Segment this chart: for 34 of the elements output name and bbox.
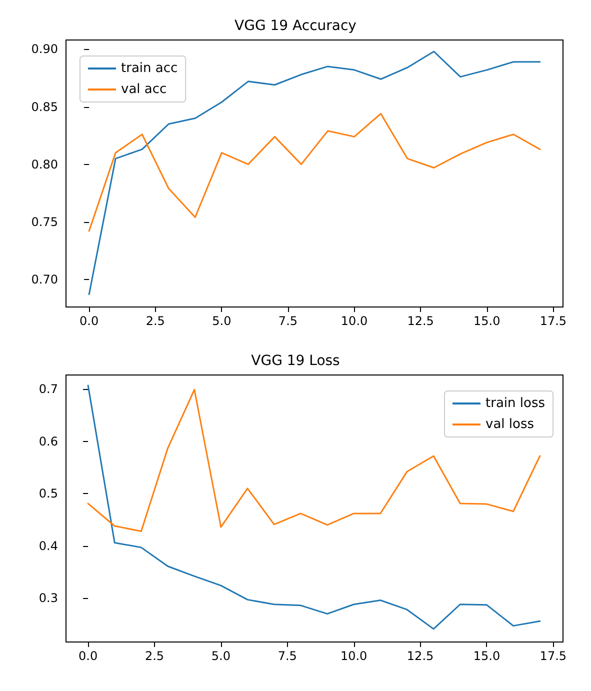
y-tick-label: 0.75 (31, 214, 58, 229)
y-tick-label: 0.6 (38, 434, 58, 448)
x-tick-label: 15.0 (474, 314, 500, 328)
x-tick-label: 0.0 (80, 314, 99, 328)
line-series (88, 112, 541, 232)
y-tick-label: 0.4 (38, 538, 58, 553)
x-tick-label: 2.5 (146, 314, 165, 328)
y-tick-label: 0.5 (38, 486, 58, 501)
x-tick-label: 2.5 (144, 649, 164, 663)
x-tick-label: 10.0 (340, 314, 368, 328)
legend-label: train acc (121, 61, 178, 76)
y-tick-label: 0.3 (38, 591, 58, 606)
x-tick-label: 15.0 (473, 649, 500, 663)
legend-label: val acc (121, 82, 167, 97)
x-tick-label: 12.5 (406, 649, 434, 663)
y-tick-label: 0.80 (31, 157, 58, 172)
legend-label: val loss (485, 417, 534, 432)
x-tick-label: 0.0 (78, 649, 98, 663)
line-series (88, 50, 541, 296)
y-tick-label: 0.85 (31, 100, 58, 114)
x-tick-label: 17.5 (540, 314, 567, 328)
chart-title: VGG 19 Accuracy (234, 18, 356, 34)
x-tick-label: 5.0 (212, 314, 232, 328)
x-tick-label: 17.5 (540, 649, 567, 663)
x-tick-label: 7.5 (278, 314, 298, 328)
y-tick-label: 0.70 (31, 272, 58, 286)
x-tick-label: 10.0 (340, 649, 368, 663)
y-tick-label: 0.7 (38, 382, 58, 396)
legend-label: train loss (485, 396, 546, 411)
x-tick-label: 12.5 (407, 314, 434, 328)
chart-title: VGG 19 Loss (251, 353, 340, 369)
x-tick-label: 7.5 (278, 649, 297, 663)
y-tick-label: 0.90 (31, 42, 58, 56)
x-tick-label: 5.0 (211, 649, 230, 663)
